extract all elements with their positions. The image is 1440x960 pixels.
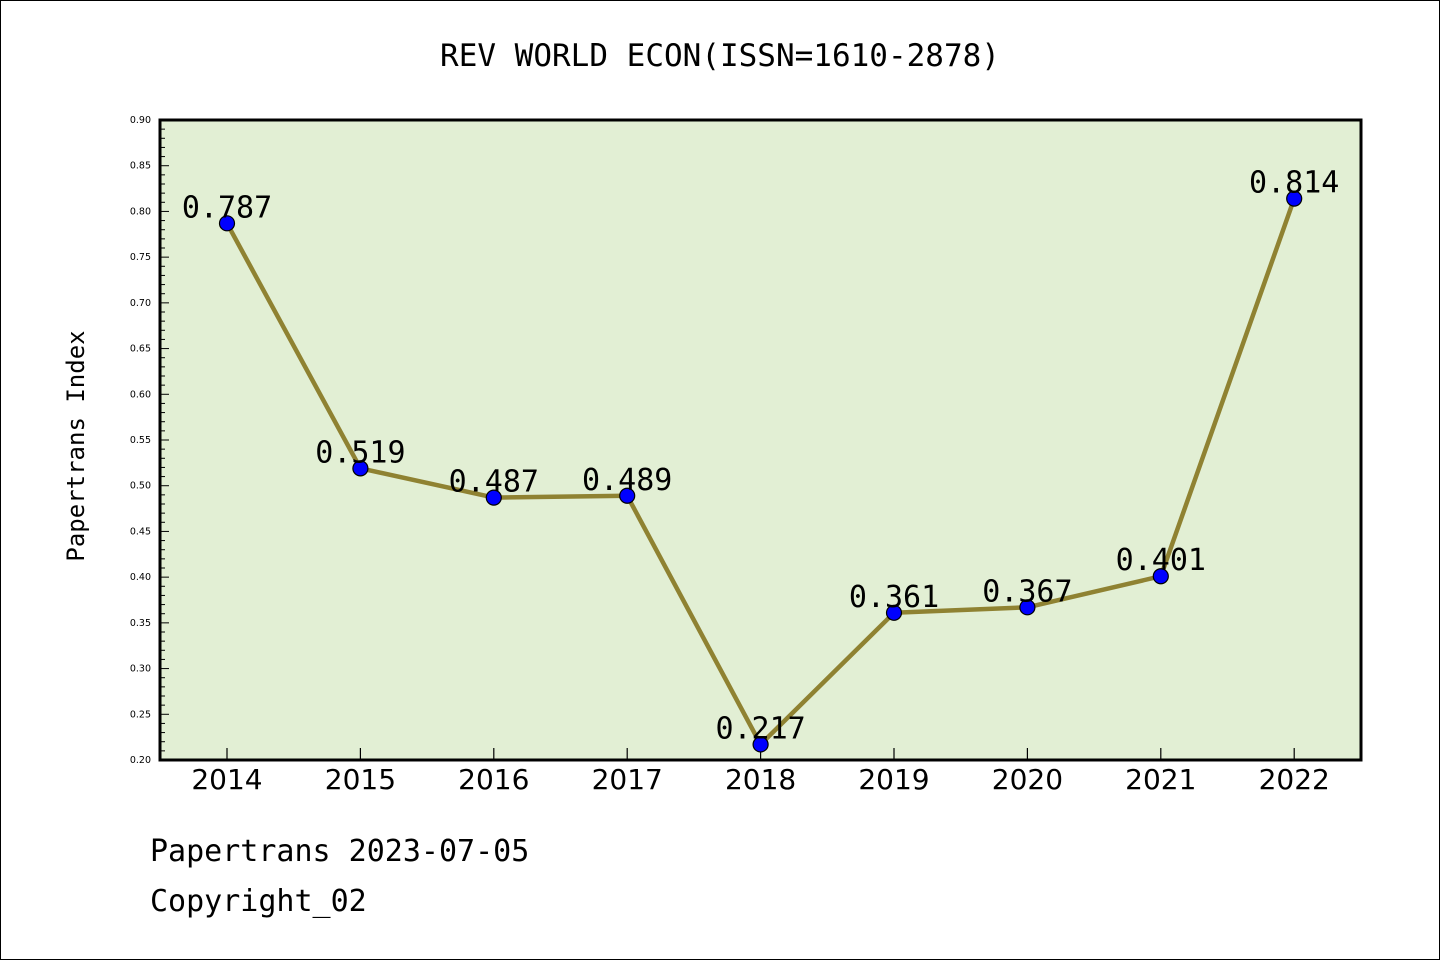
y-tick-label: 0.25 [130,709,151,720]
x-tick-label: 2022 [1259,763,1330,796]
y-tick-label: 0.75 [130,252,151,263]
y-axis-label: Papertrans Index [62,330,90,561]
y-tick-label: 0.70 [130,298,151,309]
y-tick-label: 0.45 [130,526,151,537]
y-tick-label: 0.20 [130,755,151,766]
y-tick-label: 0.65 [130,344,151,355]
y-tick-label: 0.35 [130,618,151,629]
y-tick-label: 0.50 [130,481,151,492]
y-tick-label: 0.40 [130,572,151,583]
footer-copyright: Copyright_02 [150,884,367,919]
data-point [885,604,903,621]
data-point [619,487,636,504]
data-label: 0.814 [1249,166,1339,201]
data-point [1286,190,1303,207]
x-tick-label: 2019 [858,763,929,796]
data-point [352,460,369,477]
plot-border [158,118,1363,762]
data-label: 0.489 [582,463,672,498]
x-tick-label: 2015 [325,763,396,796]
chart-title: REV WORLD ECON(ISSN=1610-2878) [440,38,1000,74]
data-label: 0.361 [849,580,939,615]
data-label: 0.787 [182,190,272,225]
x-tick-label: 2020 [992,763,1063,796]
data-point [485,489,502,506]
data-label: 0.519 [315,435,405,470]
data-label: 0.401 [1116,543,1206,578]
data-labels: 0.787 0.519 0.487 0.489 0.217 0.361 0.367 0.401… [182,166,1340,747]
x-tick-label: 2018 [725,763,796,796]
data-point [218,215,236,232]
data-label: 0.367 [982,574,1072,609]
x-tick-label: 2017 [592,763,663,796]
x-axis-ticks: 2014 2015 2016 2017 2018 2019 2020 2021 2022 [191,748,1330,796]
data-point [1152,568,1169,585]
y-tick-label: 0.55 [130,435,151,446]
y-tick-label: 0.80 [130,206,151,217]
y-tick-label: 0.90 [130,115,151,126]
y-tick-label: 0.30 [130,664,151,675]
x-tick-label: 2014 [191,763,262,796]
x-tick-label: 2016 [458,763,529,796]
footer-date: Papertrans 2023-07-05 [150,834,530,869]
data-label: 0.487 [449,465,539,500]
data-point [752,736,769,753]
x-tick-label: 2021 [1125,763,1196,796]
data-label: 0.217 [715,711,805,746]
y-tick-label: 0.85 [130,161,151,172]
data-points [218,190,1303,753]
plot-area [160,120,1361,760]
y-tick-label: 0.60 [130,389,151,400]
data-point [1019,599,1036,616]
